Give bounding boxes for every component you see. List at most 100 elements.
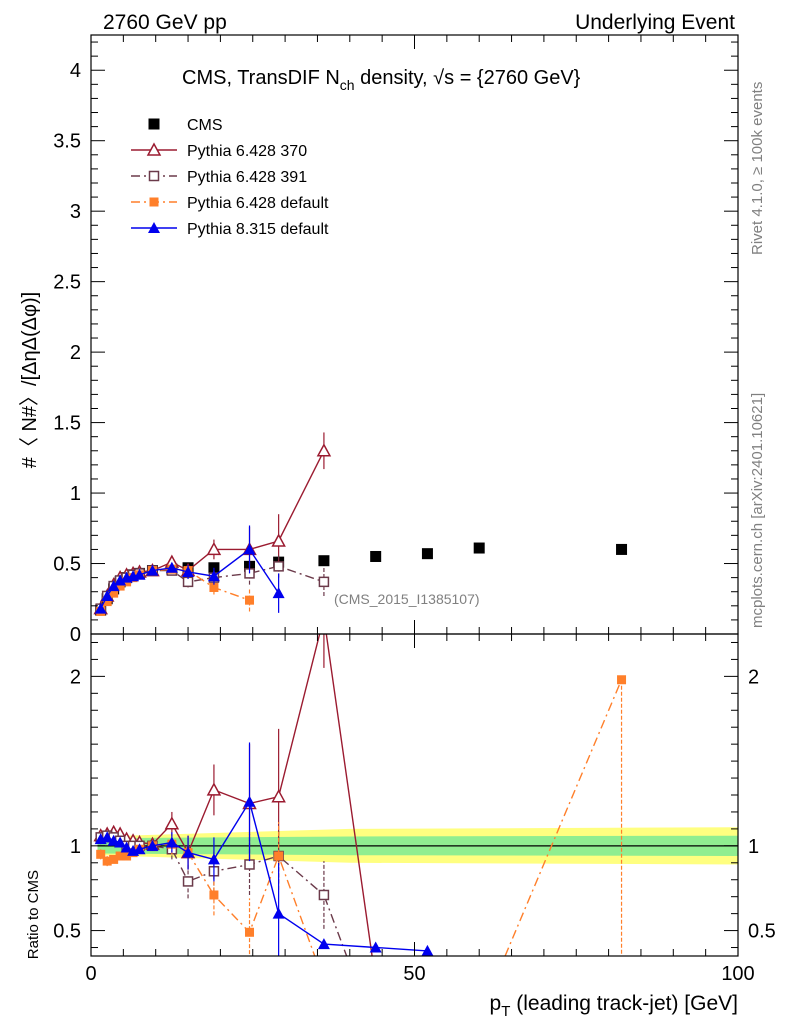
- y-tick-label-top: 3: [70, 201, 81, 223]
- pythia-6-428-370-line-ratio: [100, 634, 373, 956]
- pythia-6-428-default-point: [245, 595, 255, 605]
- pythia-6-428-default-ratio-point: [96, 849, 106, 859]
- legend: CMS Pythia 6.428 370 Pythia 6.428 391 Pythi…: [131, 117, 329, 238]
- pythia-6-428-default-ratio-point: [102, 856, 112, 866]
- pythia-6-428-default-point: [115, 581, 125, 591]
- y-tick-label-bottom-right: 0.5: [748, 921, 776, 943]
- header-right: Underlying Event: [575, 11, 735, 34]
- pythia-6-428-370-ratio-point: [164, 816, 180, 830]
- pythia-8-315-default-point: [272, 587, 285, 599]
- pythia-6-428-default-point: [102, 597, 112, 607]
- x-axis-title: pT (leading track-jet) [GeV]: [490, 992, 738, 1020]
- pythia-6-428-370-point: [271, 533, 286, 547]
- pythia-6-428-391-ratio-point: [182, 876, 194, 887]
- pythia-6-428-default-line-ratio: [100, 843, 316, 956]
- rivet-label: Rivet 4.1.0, ≥ 100k events: [749, 82, 766, 255]
- legend-label: Pythia 6.428 default: [187, 195, 329, 212]
- pythia-6-428-default-point: [209, 582, 219, 592]
- cms-point: [370, 550, 382, 562]
- y-axis-title-bottom: Ratio to CMS: [25, 870, 42, 959]
- pythia-8-315-default-point: [182, 565, 195, 577]
- pythia-8-315-default-ratio-point: [120, 841, 133, 853]
- y-tick-label-bottom: 0.5: [53, 921, 81, 943]
- pythia-8-315-default-point: [114, 574, 127, 586]
- pythia-8-315-default-ratio-point: [243, 795, 256, 807]
- y-tick-label-top: 0: [70, 624, 81, 646]
- pythia-6-428-370-ratio-point: [318, 611, 330, 622]
- pythia-6-428-default-ratio-tail: [504, 679, 623, 956]
- legend-item: Pythia 6.428 default: [131, 195, 329, 212]
- pythia-6-428-default-ratio-point: [274, 851, 284, 861]
- y-tick-label-bottom-right: 2: [748, 666, 759, 688]
- pythia-8-315-default-point: [146, 564, 159, 576]
- legend-marker: [148, 118, 160, 130]
- bottom-frame: [90, 633, 739, 957]
- legend-item: Pythia 6.428 391: [131, 169, 307, 186]
- y-tick-label-top: 1.5: [53, 413, 81, 435]
- y-tick-label-bottom: 1: [70, 836, 81, 858]
- x-tick-label: 50: [403, 963, 425, 985]
- pythia-6-428-391-point: [318, 576, 330, 588]
- legend-item: CMS: [148, 117, 223, 134]
- legend-label: Pythia 8.315 default: [187, 221, 329, 238]
- pythia-8-315-default-point: [101, 589, 114, 601]
- y-tick-label-top: 4: [70, 60, 81, 82]
- pythia-8-315-default-ratio-point: [272, 907, 285, 919]
- legend-item: Pythia 8.315 default: [131, 221, 329, 238]
- pythia-6-428-391-ratio-point: [244, 859, 255, 870]
- pythia-8-315-default-ratio-point: [369, 941, 382, 953]
- pythia-8-315-default-point: [165, 561, 178, 573]
- x-tick-label: 100: [721, 963, 754, 985]
- pythia-8-315-default-point: [243, 543, 256, 555]
- pythia-8-315-default-ratio-point: [182, 846, 195, 858]
- pythia-8-315-default-ratio-point: [146, 839, 159, 851]
- pythia-8-315-default-point: [94, 602, 107, 614]
- header-left: 2760 GeV pp: [103, 11, 227, 34]
- legend-label: Pythia 6.428 391: [187, 169, 307, 186]
- mcplots-label: mcplots.cern.ch [arXiv:2401.10621]: [749, 393, 766, 628]
- y-tick-label-top: 2: [70, 342, 81, 364]
- pythia-6-428-370-point: [316, 443, 332, 457]
- analysis-label: (CMS_2015_I1385107): [334, 591, 480, 607]
- pythia-8-315-default-ratio-point: [165, 836, 178, 848]
- legend-marker: [149, 197, 159, 207]
- pythia-8-315-default-ratio-point: [421, 944, 434, 956]
- pythia-8-315-default-ratio-point: [317, 938, 330, 950]
- legend-marker: [146, 142, 162, 156]
- cms-point: [318, 555, 330, 567]
- y-tick-label-top: 2.5: [53, 272, 81, 294]
- pythia-8-315-default-ratio-point: [101, 831, 114, 843]
- pythia-6-428-370-ratio-point: [206, 782, 222, 796]
- legend-item: Pythia 6.428 370: [131, 142, 307, 160]
- pythia-6-428-391-point: [273, 561, 284, 572]
- y-tick-label-bottom: 2: [70, 666, 81, 688]
- pythia-6-428-default-ratio-point: [115, 851, 125, 861]
- pythia-8-315-default-point: [133, 568, 146, 580]
- pythia-6-428-default-ratio-point: [122, 851, 132, 861]
- y-tick-label-top: 3.5: [53, 131, 81, 153]
- pythia-6-428-default-ratio-point: [245, 927, 255, 937]
- plot-title: CMS, TransDIF Nch density, √s = {2760 Ge…: [182, 67, 581, 93]
- pythia-8-315-default-ratio-point: [114, 836, 127, 848]
- y-axis-title-top: #〈 N#〉/[ΔηΔ(Δφ)]: [19, 292, 41, 468]
- y-tick-label-top: 1: [70, 483, 81, 505]
- pythia-8-315-default-ratio-point: [133, 843, 146, 855]
- pythia-8-315-default-point: [207, 570, 220, 582]
- pythia-6-428-391-ratio-point: [318, 889, 330, 901]
- pythia-6-428-default-point: [109, 588, 119, 598]
- pythia-6-428-370-ratio-point: [271, 789, 286, 803]
- legend-marker: [148, 222, 160, 233]
- pythia-8-315-default-point: [107, 580, 120, 592]
- legend-marker: [148, 170, 160, 182]
- pythia-6-428-default-ratio-point: [109, 854, 119, 864]
- pythia-8-315-default-line-ratio: [100, 800, 428, 952]
- pythia-6-428-391-line-ratio: [100, 834, 348, 956]
- pythia-8-315-default-ratio-point: [207, 853, 220, 865]
- cms-point: [616, 543, 628, 555]
- x-tick-label: 0: [85, 963, 96, 985]
- legend-label: CMS: [187, 117, 223, 134]
- y-tick-label-bottom-right: 1: [748, 836, 759, 858]
- cms-point: [473, 542, 485, 554]
- y-tick-label-top: 0.5: [53, 554, 81, 576]
